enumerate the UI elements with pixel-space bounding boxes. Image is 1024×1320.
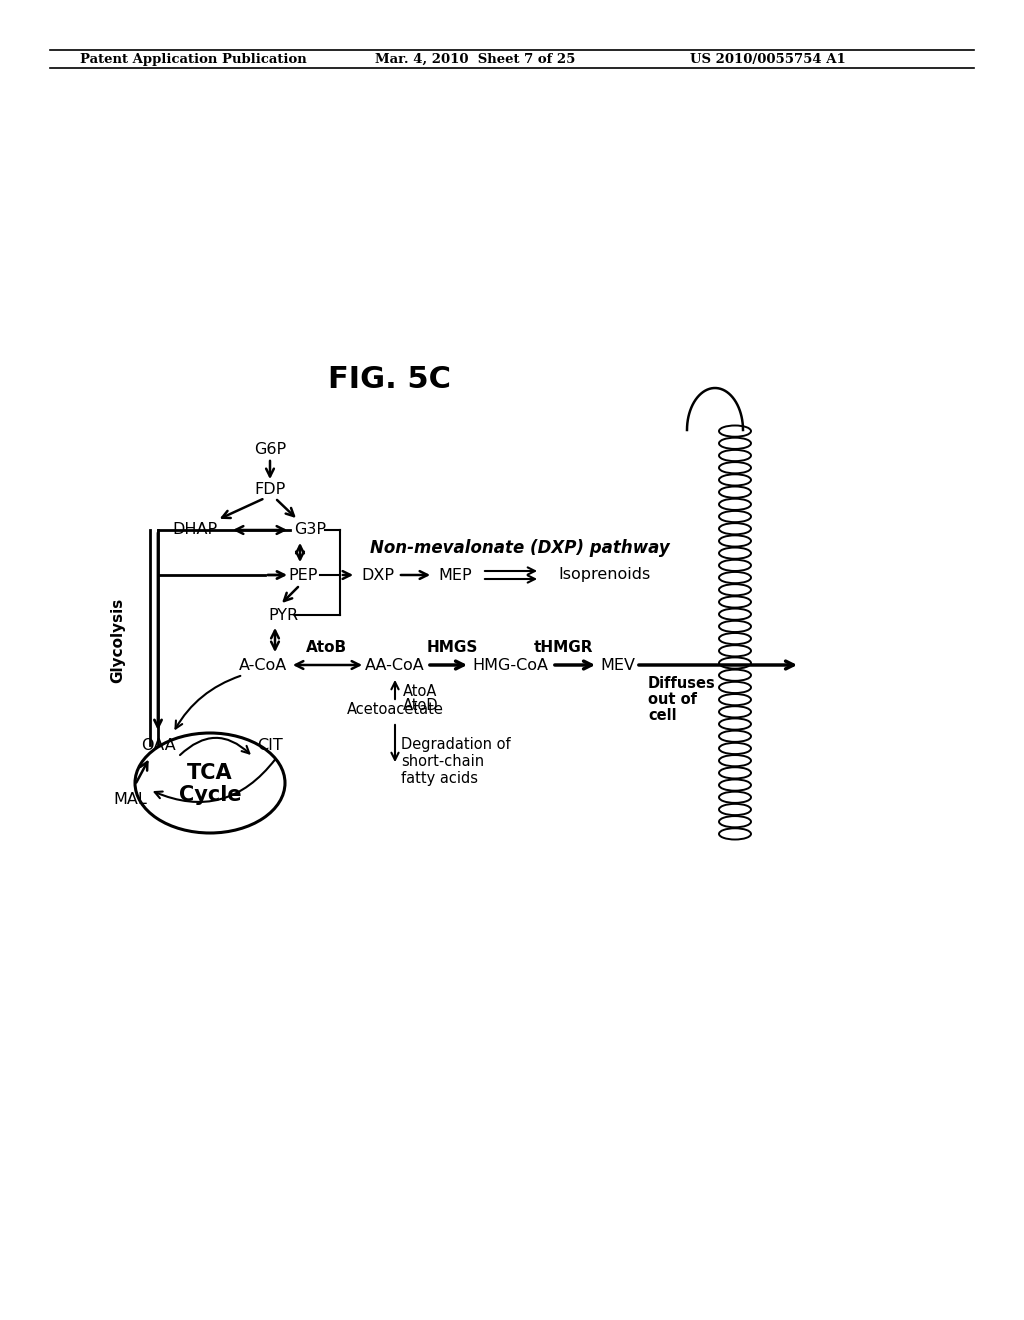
Text: tHMGR: tHMGR xyxy=(535,639,594,655)
Text: G3P: G3P xyxy=(294,523,326,537)
Text: Mar. 4, 2010  Sheet 7 of 25: Mar. 4, 2010 Sheet 7 of 25 xyxy=(375,53,575,66)
Text: HMGS: HMGS xyxy=(426,639,477,655)
Text: DXP: DXP xyxy=(361,568,394,582)
Text: MEV: MEV xyxy=(600,657,636,672)
Text: Degradation of: Degradation of xyxy=(401,738,511,752)
Text: Non-mevalonate (DXP) pathway: Non-mevalonate (DXP) pathway xyxy=(370,539,670,557)
Text: cell: cell xyxy=(648,708,677,722)
Text: AtoB: AtoB xyxy=(305,639,346,655)
Text: AtoD: AtoD xyxy=(403,698,438,714)
Text: Diffuses: Diffuses xyxy=(648,676,716,690)
Text: AtoA: AtoA xyxy=(403,684,437,698)
Text: CIT: CIT xyxy=(257,738,283,752)
Text: MEP: MEP xyxy=(438,568,472,582)
Text: short-chain: short-chain xyxy=(401,755,484,770)
Text: Isoprenoids: Isoprenoids xyxy=(559,568,651,582)
Text: Acetoacetate: Acetoacetate xyxy=(346,702,443,718)
Text: fatty acids: fatty acids xyxy=(401,771,478,785)
Text: MAL: MAL xyxy=(113,792,146,808)
Text: TCA: TCA xyxy=(187,763,232,783)
Text: Cycle: Cycle xyxy=(178,785,242,805)
Text: DHAP: DHAP xyxy=(172,523,217,537)
Text: HMG-CoA: HMG-CoA xyxy=(472,657,548,672)
Text: PEP: PEP xyxy=(289,568,317,582)
Text: A-CoA: A-CoA xyxy=(239,657,287,672)
Text: PYR: PYR xyxy=(268,607,298,623)
Text: OAA: OAA xyxy=(140,738,175,752)
Text: out of: out of xyxy=(648,692,697,706)
Text: US 2010/0055754 A1: US 2010/0055754 A1 xyxy=(690,53,846,66)
Text: Glycolysis: Glycolysis xyxy=(111,598,126,682)
Text: AA-CoA: AA-CoA xyxy=(366,657,425,672)
Text: G6P: G6P xyxy=(254,442,286,458)
Text: Patent Application Publication: Patent Application Publication xyxy=(80,53,307,66)
Text: FDP: FDP xyxy=(254,483,286,498)
Text: FIG. 5C: FIG. 5C xyxy=(329,366,452,395)
